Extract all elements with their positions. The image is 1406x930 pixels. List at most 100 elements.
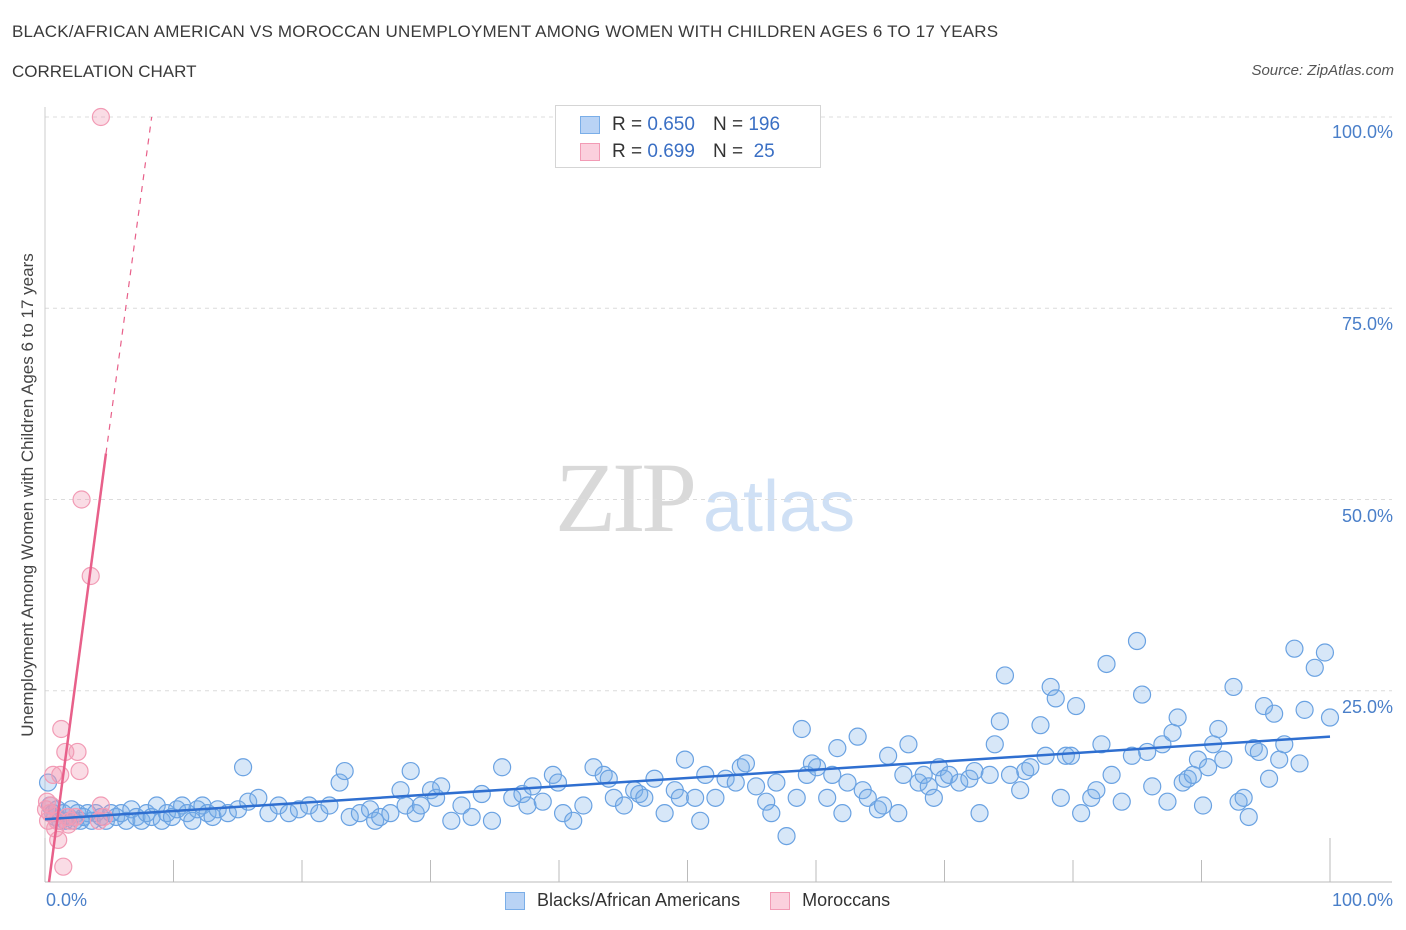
data-point-blacks	[879, 746, 898, 765]
legend-swatch	[580, 116, 600, 134]
data-point-blacks	[604, 788, 623, 807]
source-label: Source: ZipAtlas.com	[1251, 62, 1394, 79]
data-point-blacks	[1295, 700, 1314, 719]
data-point-blacks	[635, 788, 654, 807]
legend-swatch	[770, 891, 791, 910]
watermark-atlas: atlas	[703, 467, 856, 547]
data-point-blacks	[919, 777, 938, 796]
chart-subtitle: CORRELATION CHART	[12, 62, 197, 81]
data-point-blacks	[950, 773, 969, 792]
trend-line-moroccans	[47, 453, 108, 883]
r-value: 0.699	[647, 141, 695, 162]
data-point-blacks	[1183, 765, 1202, 785]
legend-row-moroccans: R = 0.699 N = 25	[580, 140, 775, 164]
data-point-blacks	[411, 796, 430, 815]
data-point-blacks	[462, 807, 481, 827]
data-point-moroccans	[49, 830, 68, 850]
data-point-blacks	[823, 765, 842, 785]
data-point-blacks	[995, 666, 1015, 685]
data-point-moroccans	[68, 742, 87, 762]
x-tick-label: 100.0%	[1331, 890, 1393, 910]
r-label: R =	[612, 141, 643, 162]
data-point-blacks	[655, 804, 674, 823]
legend-swatch	[505, 891, 525, 910]
data-point-blacks	[833, 804, 852, 823]
data-point-blacks	[848, 727, 867, 746]
data-point-blacks	[1143, 777, 1162, 796]
watermark: ZIP atlas	[555, 440, 855, 555]
data-point-blacks	[787, 788, 806, 807]
legend-label: Moroccans	[802, 890, 891, 910]
data-point-blacks	[371, 807, 390, 827]
data-point-blacks	[330, 773, 349, 792]
data-point-blacks	[482, 811, 502, 830]
r-value: 0.650	[647, 114, 695, 135]
data-point-blacks	[1259, 769, 1279, 788]
n-label: N =	[712, 114, 744, 135]
data-point-blacks	[1092, 735, 1111, 754]
data-point-blacks	[1193, 796, 1213, 815]
data-point-blacks	[1066, 696, 1086, 716]
data-point-blacks	[533, 792, 552, 811]
y-axis-label: Unemployment Among Women with Children A…	[18, 253, 37, 737]
data-point-blacks	[1188, 750, 1208, 769]
data-point-blacks	[452, 796, 471, 815]
x-tick-label: 0.0%	[46, 890, 88, 910]
data-point-blacks	[1122, 746, 1142, 765]
data-point-blacks	[1270, 750, 1289, 769]
data-point-blacks	[183, 811, 202, 830]
data-point-blacks	[670, 788, 689, 807]
data-point-blacks	[706, 788, 725, 807]
data-point-blacks	[1234, 788, 1253, 807]
data-point-blacks	[914, 765, 933, 785]
data-point-blacks	[985, 735, 1004, 754]
data-point-blacks	[1320, 708, 1340, 727]
data-point-blacks	[1254, 696, 1274, 716]
data-point-blacks	[939, 765, 959, 785]
data-point-blacks	[1041, 677, 1060, 697]
data-point-moroccans	[41, 796, 61, 815]
data-point-blacks	[818, 788, 837, 807]
series-legend: Blacks/African Americans Moroccans	[505, 890, 920, 911]
legend-row-blacks: R = 0.650 N = 196	[580, 113, 780, 137]
data-point-blacks	[1051, 788, 1070, 807]
data-point-blacks	[1087, 781, 1106, 800]
y-tick-label: 25.0%	[1341, 697, 1393, 717]
data-point-blacks	[828, 739, 847, 758]
data-point-blacks	[381, 804, 400, 823]
data-point-blacks	[675, 750, 695, 769]
data-point-moroccans	[44, 765, 63, 785]
data-point-blacks	[1061, 746, 1081, 765]
data-point-blacks	[924, 788, 943, 807]
data-point-moroccans	[91, 107, 110, 127]
data-point-blacks	[574, 796, 593, 815]
data-point-blacks	[1097, 654, 1116, 674]
data-point-blacks	[889, 804, 908, 823]
data-point-blacks	[1239, 807, 1258, 827]
data-point-blacks	[340, 807, 359, 827]
r-label: R =	[612, 114, 643, 135]
data-point-blacks	[1209, 719, 1228, 739]
data-point-moroccans	[54, 857, 73, 876]
data-point-blacks	[1214, 750, 1233, 769]
data-point-moroccans	[52, 719, 71, 739]
data-point-blacks	[1224, 677, 1243, 697]
data-point-blacks	[777, 826, 796, 846]
data-point-blacks	[289, 800, 309, 819]
data-point-blacks	[1290, 754, 1309, 773]
data-point-blacks	[767, 773, 786, 792]
data-point-blacks	[1305, 658, 1324, 677]
data-point-blacks	[1285, 639, 1304, 658]
data-point-blacks	[249, 788, 268, 807]
data-point-blacks	[726, 773, 745, 792]
n-value: 196	[748, 114, 781, 135]
data-point-blacks	[599, 769, 618, 788]
data-point-blacks	[310, 804, 329, 823]
data-point-blacks	[894, 765, 913, 785]
data-point-blacks	[873, 796, 893, 815]
data-point-blacks	[686, 788, 705, 807]
data-point-blacks	[233, 758, 253, 777]
data-point-blacks	[335, 761, 354, 781]
n-value: 25	[748, 141, 775, 162]
